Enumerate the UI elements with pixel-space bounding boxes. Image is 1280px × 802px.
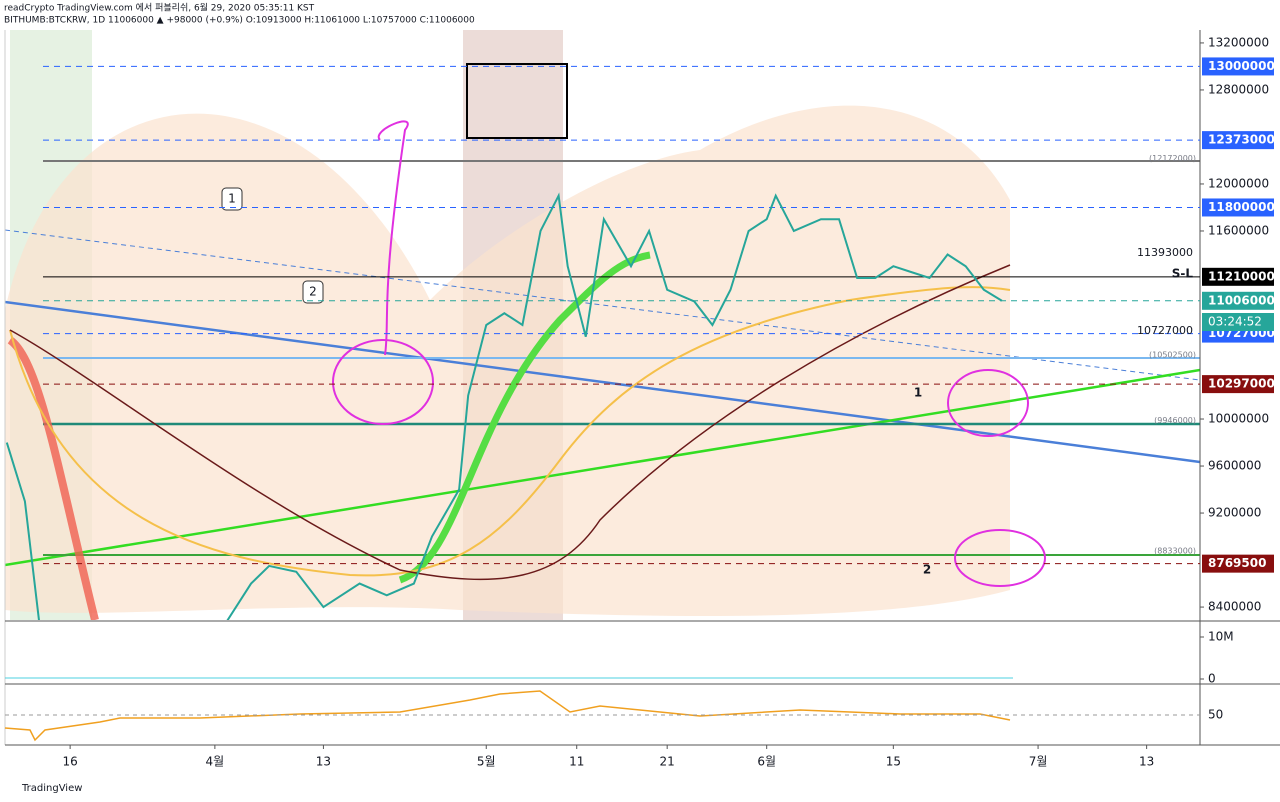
callout (302, 280, 324, 304)
price-label-box (1202, 57, 1274, 76)
ribbon (7, 336, 99, 620)
annotation: 1 (228, 192, 236, 206)
x-tick-label: 6월 (757, 755, 776, 769)
y-tick-label: 11600000 (1208, 223, 1269, 237)
price-label: 13000000 (1208, 59, 1275, 73)
countdown: 03:24:52 (1208, 315, 1262, 329)
y-tick-label: 10M (1208, 630, 1234, 644)
annotation: 10727000 (1137, 324, 1193, 337)
annotation: 2 (309, 285, 317, 299)
level-note: (10502500) (1149, 350, 1196, 359)
box (466, 63, 568, 139)
price-label-box (1202, 198, 1274, 217)
x-tick-label: 5월 (477, 755, 496, 769)
ribbon (398, 251, 651, 584)
annotation: 1 (914, 386, 922, 400)
footer: TradingView (21, 783, 82, 794)
price-label-box (1202, 267, 1274, 286)
price-label: 11210000 (1208, 269, 1275, 283)
level-note: (9946000) (1154, 416, 1196, 425)
moving-average (9, 264, 1011, 581)
y-tick-label: 12000000 (1208, 176, 1269, 190)
circle (954, 529, 1046, 587)
publisher: readCrypto TradingView.com 에서 퍼블리쉬, 6월 2… (4, 2, 315, 14)
price-label: 12373000 (1208, 133, 1275, 147)
y-tick-label: 0 (1208, 672, 1216, 686)
symbol-info: BITHUMB:BTCKRW, 1D 11006000 ▲ +98000 (+0… (4, 16, 475, 26)
price-label: 10297000 (1208, 377, 1275, 391)
annotation: 11393000 (1137, 246, 1193, 259)
circle (947, 369, 1029, 437)
rsi-line (4, 690, 1011, 742)
x-tick-label: 13 (316, 755, 331, 769)
annotation: 2 (923, 563, 931, 577)
annotation: S-L (1172, 267, 1194, 281)
y-tick-label: 10000000 (1208, 412, 1269, 426)
level-note: (12172000) (1149, 154, 1196, 163)
x-tick-label: 4월 (206, 755, 225, 769)
trend-line (5, 368, 1200, 567)
y-tick-label: 13200000 (1208, 35, 1269, 49)
price-label-box (1202, 554, 1274, 573)
price-label: 11006000 (1208, 293, 1275, 307)
x-tick-label: 21 (660, 755, 675, 769)
price-line (5, 192, 1003, 620)
decorations (5, 30, 1200, 620)
y-tick-label: 9200000 (1208, 506, 1261, 520)
y-tick-label: 9600000 (1208, 459, 1261, 473)
x-tick-label: 7월 (1029, 755, 1048, 769)
trend-line (5, 229, 1200, 381)
y-tick-label: 50 (1208, 708, 1223, 722)
y-tick-label: 12800000 (1208, 82, 1269, 96)
level-note: (8833000) (1154, 547, 1196, 556)
moving-average (9, 286, 1011, 577)
y-tick-label: 8400000 (1208, 600, 1261, 614)
arrow (377, 120, 409, 356)
plot (5, 65, 1200, 620)
x-tick-label: 16 (62, 755, 77, 769)
x-tick-label: 15 (886, 755, 901, 769)
cloud (5, 105, 1010, 616)
price-label: 11800000 (1208, 200, 1275, 214)
price-label-box (1202, 131, 1274, 150)
x-tick-label: 13 (1139, 755, 1154, 769)
price-label-box (1202, 291, 1274, 310)
x-tick-label: 11 (569, 755, 584, 769)
countdown-box (1202, 313, 1274, 331)
callout (221, 187, 243, 211)
price-label-box (1202, 375, 1274, 394)
circle (332, 339, 434, 425)
price-label: 8769500 (1208, 556, 1266, 570)
